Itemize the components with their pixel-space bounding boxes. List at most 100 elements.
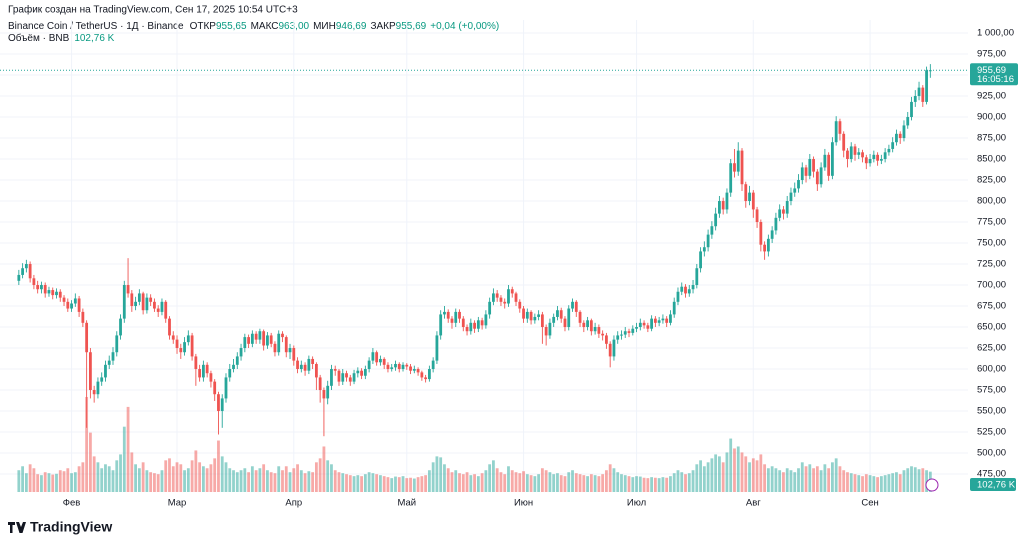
- volume-bar: [303, 473, 307, 492]
- volume-bar: [458, 473, 461, 492]
- volume-bar: [518, 473, 522, 492]
- alert-icon[interactable]: [925, 478, 939, 492]
- y-tick-label: 825,00: [977, 175, 1006, 186]
- candle-body: [537, 314, 541, 317]
- volume-bar: [864, 474, 868, 492]
- volume-bar: [104, 464, 107, 492]
- candle-body: [375, 352, 379, 363]
- candle-body: [714, 213, 718, 227]
- candle-body: [70, 303, 73, 309]
- y-tick-label: 875,00: [977, 133, 1006, 144]
- candle-body: [175, 339, 179, 349]
- volume-bar: [748, 462, 751, 492]
- volume-bar: [740, 452, 744, 492]
- candle-body: [314, 363, 318, 378]
- candle-body: [819, 167, 823, 185]
- volume-bar: [586, 476, 589, 492]
- candle-body: [296, 360, 299, 370]
- volume-bar: [597, 476, 601, 492]
- volume-bar: [774, 468, 778, 492]
- volume-bar: [55, 473, 58, 492]
- volume-bar: [266, 470, 269, 492]
- volume-bar: [710, 458, 714, 492]
- volume-bar: [672, 473, 676, 492]
- candle-body: [431, 360, 435, 370]
- candle-body: [186, 335, 190, 343]
- volume-bar: [699, 460, 702, 492]
- candle-body: [88, 352, 92, 391]
- volume-bar: [846, 472, 849, 492]
- volume-bar: [24, 473, 28, 492]
- volume-bar: [751, 458, 755, 492]
- volume-bar: [567, 472, 571, 492]
- candle-body: [529, 311, 533, 321]
- candle-body: [849, 146, 853, 160]
- candle-body: [21, 268, 24, 275]
- volume-bar: [593, 475, 597, 492]
- candle-body: [318, 377, 322, 391]
- candle-body: [582, 322, 586, 328]
- candle-body: [201, 364, 205, 378]
- volume-bar: [476, 476, 480, 492]
- logo: TradingView: [8, 519, 112, 535]
- candle-body: [492, 293, 495, 302]
- candle-body: [469, 322, 473, 332]
- candle-body: [642, 322, 646, 326]
- candle-body: [390, 367, 394, 370]
- volume-bar: [36, 474, 40, 492]
- volume-bar: [43, 472, 47, 492]
- volume-bar: [220, 456, 224, 492]
- volume-bar: [853, 474, 857, 492]
- candle-body: [793, 188, 797, 193]
- volume-bar: [465, 472, 469, 492]
- candle-body: [269, 335, 273, 344]
- candle-body: [284, 337, 288, 353]
- volume-bar: [669, 476, 672, 492]
- volume-bar: [872, 476, 876, 492]
- volume-bar: [782, 472, 785, 492]
- candle-body: [503, 301, 507, 304]
- volume-bar: [149, 472, 153, 492]
- volume-bar: [243, 468, 247, 492]
- volume-bar: [454, 470, 458, 492]
- volume-bar: [431, 462, 435, 492]
- volume-bar: [902, 470, 906, 492]
- volume-bar: [213, 458, 217, 492]
- candle-body: [563, 318, 567, 328]
- x-tick-label: Июн: [514, 498, 533, 509]
- volume-bar: [616, 472, 620, 492]
- volume-bar: [356, 475, 360, 492]
- volume-bar: [450, 472, 454, 492]
- volume-bar: [544, 470, 548, 492]
- volume-bar: [695, 464, 699, 492]
- candle-body: [567, 308, 571, 328]
- volume-bar: [540, 468, 544, 492]
- candle-body: [872, 154, 876, 160]
- volume-bar: [277, 466, 281, 492]
- volume-bar: [563, 476, 567, 492]
- y-tick-label: 475,00: [977, 469, 1006, 480]
- candle-body: [168, 318, 171, 336]
- candles: [17, 64, 932, 437]
- candle-body: [220, 398, 224, 412]
- volume-bar: [32, 468, 36, 492]
- volume-bar: [401, 476, 405, 492]
- candle-body: [883, 152, 887, 160]
- candle-body: [465, 327, 469, 332]
- volume-bar: [235, 472, 239, 492]
- candle-body: [420, 372, 424, 378]
- volume-bar: [409, 477, 412, 492]
- legend-key: МАКС: [251, 21, 279, 32]
- candle-body: [239, 348, 243, 357]
- volume-bar: [744, 456, 748, 492]
- volume-bar: [736, 446, 740, 492]
- volume-bar: [492, 460, 495, 492]
- candle-body: [895, 133, 898, 143]
- candle-body: [40, 285, 43, 290]
- candle-body: [352, 373, 356, 382]
- candle-body: [665, 318, 669, 323]
- volume-bar: [891, 473, 895, 492]
- volume-bar: [661, 477, 665, 492]
- volume-bar: [337, 472, 341, 492]
- candle-body: [363, 369, 367, 376]
